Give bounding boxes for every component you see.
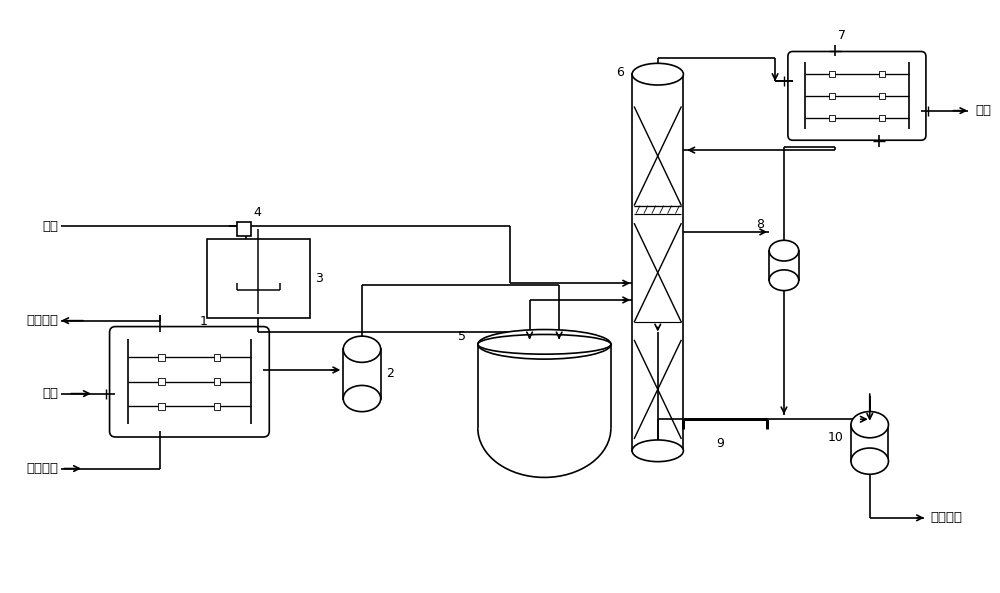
Bar	[879, 71, 885, 77]
FancyBboxPatch shape	[788, 52, 926, 140]
Bar	[851, 425, 888, 461]
Text: 热水回水: 热水回水	[26, 314, 58, 327]
Ellipse shape	[478, 330, 611, 359]
Bar	[829, 71, 835, 77]
Text: 5: 5	[458, 330, 466, 343]
Ellipse shape	[632, 440, 683, 461]
Bar	[214, 403, 220, 410]
Text: 8: 8	[756, 218, 764, 231]
Text: 尾气: 尾气	[975, 104, 991, 117]
Text: 2: 2	[387, 368, 394, 380]
Bar	[158, 403, 165, 410]
Ellipse shape	[769, 240, 799, 261]
Bar	[158, 353, 165, 361]
Ellipse shape	[851, 448, 888, 474]
Text: 7: 7	[838, 28, 846, 42]
Ellipse shape	[343, 385, 381, 412]
FancyBboxPatch shape	[110, 327, 269, 437]
Text: 液氯: 液氯	[42, 387, 58, 400]
Text: 3: 3	[315, 272, 323, 285]
Text: 黄磷: 黄磷	[42, 219, 58, 232]
Text: 1: 1	[199, 314, 207, 327]
Ellipse shape	[769, 270, 799, 291]
Bar	[769, 251, 799, 280]
Bar	[214, 353, 220, 361]
Text: 9: 9	[716, 437, 724, 450]
Text: 6: 6	[616, 66, 624, 79]
Bar	[214, 378, 220, 385]
Bar	[207, 239, 310, 318]
Bar	[158, 378, 165, 385]
Text: 10: 10	[827, 432, 843, 445]
Ellipse shape	[851, 412, 888, 438]
Ellipse shape	[343, 336, 381, 362]
Text: 三氯化磷: 三氯化磷	[931, 511, 963, 524]
Bar	[632, 74, 683, 451]
Bar	[879, 93, 885, 99]
Bar	[343, 349, 381, 398]
Text: 热水上水: 热水上水	[26, 462, 58, 475]
Bar	[829, 93, 835, 99]
Bar	[879, 114, 885, 120]
Bar	[237, 222, 251, 236]
Text: 4: 4	[254, 206, 261, 219]
Bar	[829, 114, 835, 120]
Ellipse shape	[632, 63, 683, 85]
